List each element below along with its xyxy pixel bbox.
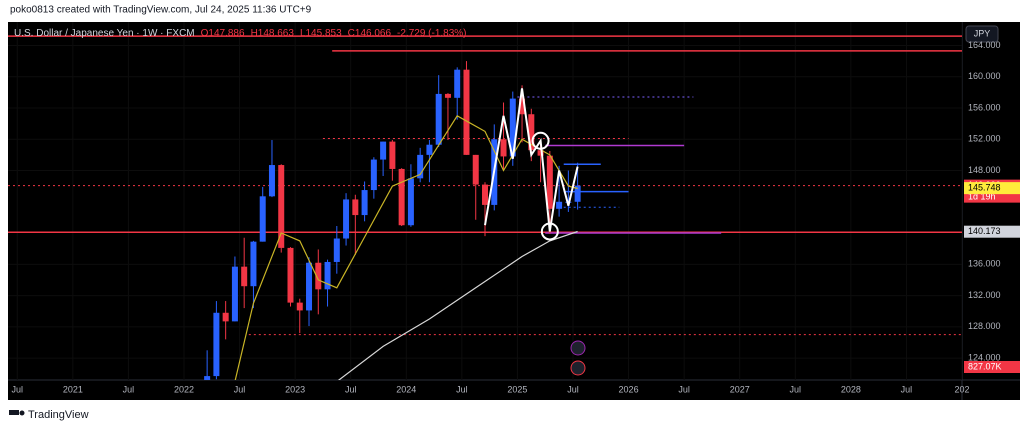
chart-background [8, 22, 1020, 400]
quote-value: C146.066 [348, 28, 392, 39]
indicator-line [337, 230, 578, 380]
x-tick-label: Jul [12, 384, 24, 394]
price-label: 140.173 [968, 226, 1001, 236]
price-label-box [964, 225, 1020, 238]
price-label-box [964, 182, 1020, 195]
candle-body [407, 178, 414, 226]
x-tick-label: 2024 [396, 384, 416, 394]
candle-body [556, 201, 563, 209]
candle-body [519, 98, 526, 115]
candle-body [398, 168, 405, 226]
brand: TradingView [9, 409, 89, 421]
quote-value: O147.886 [201, 28, 245, 39]
price-label: 145.748 [968, 182, 1001, 192]
symbol-button-label[interactable]: JPY [974, 28, 991, 38]
candle-body [287, 247, 294, 303]
brand-name: TradingView [28, 409, 89, 421]
candle-body [259, 196, 266, 242]
candle-body [537, 150, 544, 156]
logo [19, 410, 25, 416]
y-tick-label: 160.000 [968, 71, 1001, 81]
x-tick-label: 2028 [841, 384, 861, 394]
candle-body [315, 262, 322, 290]
x-tick-label: 202 [954, 384, 969, 394]
x-tick-label: 2026 [619, 384, 639, 394]
marker-circle [540, 222, 559, 241]
x-tick-label: Jul [567, 384, 579, 394]
x-tick-label: Jul [790, 384, 802, 394]
candle-body [546, 155, 553, 209]
candle-body [574, 185, 581, 202]
quote-value: -2.729 (-1.83%) [397, 28, 466, 39]
symbol-button[interactable] [965, 25, 999, 43]
y-tick-label: 128.000 [968, 321, 1001, 331]
volume-label: 827.07K [968, 361, 1002, 371]
x-tick-label: 2022 [174, 384, 194, 394]
x-tick-label: Jul [678, 384, 690, 394]
candle-body [361, 190, 368, 216]
x-tick-label: Jul [234, 384, 246, 394]
candle-body [306, 262, 313, 311]
candle-body [268, 165, 275, 197]
candle-body [463, 69, 470, 155]
logo [9, 410, 19, 415]
candle-body [241, 266, 248, 287]
x-tick-label: Jul [123, 384, 135, 394]
candle-body [250, 241, 257, 287]
quote-value: H148.663 [251, 28, 295, 39]
candle-body [435, 93, 442, 145]
legend: U.S. Dollar / Japanese Yen · 1W · FXCM O1… [14, 28, 467, 39]
candle-body [186, 427, 192, 428]
volume-label-box [964, 361, 1020, 373]
candle-body [324, 261, 331, 290]
quote-value: L145.853 [300, 28, 342, 39]
plot [8, 22, 962, 429]
candle-body [222, 312, 229, 322]
x-tick-label: 2021 [63, 384, 83, 394]
symbol-title: U.S. Dollar / Japanese Yen · 1W · FXCM [14, 28, 195, 39]
candle-body [352, 199, 359, 216]
candle-body [231, 266, 238, 322]
quote: O147.886 H148.663 L145.853 C146.066 -2.729 (… [201, 28, 467, 39]
candle-body [417, 154, 424, 179]
candle-body [472, 154, 479, 185]
y-tick-label: 164.000 [968, 40, 1001, 50]
candle-body [444, 93, 451, 98]
candle-body [528, 114, 535, 151]
candle-body [195, 427, 201, 429]
candle-body [380, 141, 387, 160]
marker-circle [531, 131, 550, 150]
candle-body [482, 184, 488, 205]
candle-body [389, 141, 396, 169]
x-tick-label: 2027 [730, 384, 750, 394]
event-icon[interactable] [570, 340, 586, 356]
candle-body [370, 159, 377, 191]
y-tick-label: 136.000 [968, 259, 1001, 269]
y-tick-label: 152.000 [968, 134, 1001, 144]
candle-body [426, 144, 433, 155]
x-tick-label: Jul [345, 384, 357, 394]
credit: poko0813 created with TradingView.com, J… [10, 5, 312, 16]
y-tick-label: 124.000 [968, 352, 1001, 362]
y-tick-label: 132.000 [968, 290, 1001, 300]
candle-body [333, 238, 340, 262]
x-tick-label: Jul [901, 384, 913, 394]
candle-body [343, 199, 350, 239]
candle-body [296, 302, 303, 311]
countdown-box [964, 191, 1020, 203]
candle-body [509, 98, 516, 157]
y-tick-label: 148.000 [968, 165, 1001, 175]
candle-body [454, 69, 461, 98]
candle-body [213, 312, 220, 377]
candle-body [204, 376, 211, 380]
x-tick-label: Jul [456, 384, 468, 394]
x-tick-label: 2023 [285, 384, 305, 394]
event-icon[interactable] [570, 360, 586, 376]
y-tick-label: 156.000 [968, 102, 1001, 112]
x-tick-label: 2025 [507, 384, 527, 394]
candle-body [278, 165, 285, 248]
candle-body [500, 139, 507, 157]
countdown: 1d 19h [968, 192, 996, 202]
